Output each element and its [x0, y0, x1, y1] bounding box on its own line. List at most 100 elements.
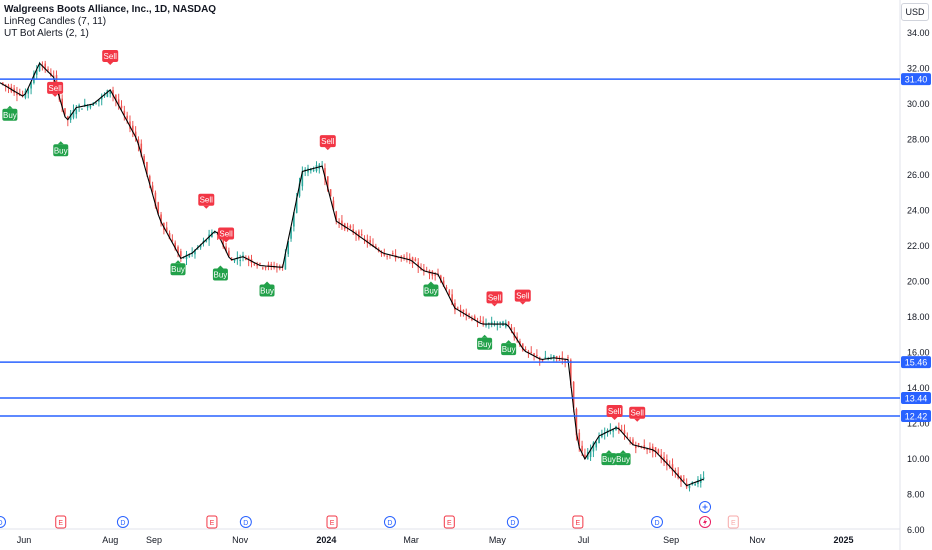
candle-body	[140, 143, 143, 157]
dividend-marker-icon[interactable]	[383, 516, 396, 528]
candle-body	[154, 192, 157, 207]
indicator-utbot-label[interactable]: UT Bot Alerts (2, 1)	[4, 28, 89, 39]
candle-body	[69, 113, 72, 120]
y-tick-label: 30.00	[907, 99, 930, 109]
candle-body	[530, 351, 533, 354]
signal-label-text: Sell	[321, 137, 335, 146]
candle-body	[18, 94, 21, 96]
candle-body	[623, 430, 626, 434]
candle-body	[44, 63, 47, 70]
candle-body	[174, 242, 176, 250]
y-tick-label: 10.00	[907, 454, 930, 464]
candle-body	[586, 452, 589, 460]
dividend-marker-icon[interactable]	[0, 516, 6, 528]
sell-signal-label	[218, 227, 235, 240]
candle-body	[510, 327, 513, 331]
candle-body	[411, 257, 414, 265]
candle-body	[581, 445, 583, 452]
candle-body	[488, 323, 490, 325]
signal-label-text: Buy	[616, 455, 630, 464]
candle-body	[38, 64, 41, 72]
y-tick-label: 24.00	[907, 206, 930, 216]
candle-body	[95, 103, 97, 105]
candle-body	[456, 307, 459, 309]
candle-body	[228, 250, 230, 257]
earnings-marker-icon[interactable]	[206, 515, 218, 529]
candle-body	[473, 316, 476, 320]
candle-body	[468, 313, 470, 315]
candle-body	[270, 264, 273, 266]
candle-body	[261, 267, 264, 269]
earnings-marker-letter: E	[330, 520, 335, 527]
candle-body	[78, 104, 80, 107]
candle-body	[259, 263, 261, 265]
candle-body	[592, 442, 595, 452]
candle-body	[595, 442, 598, 448]
candle-body	[629, 440, 631, 442]
candle-body	[349, 225, 352, 228]
candle-body	[683, 478, 685, 482]
currency-button[interactable]: USD	[901, 3, 929, 21]
earnings-marker-icon[interactable]	[443, 515, 455, 529]
dividend-marker-icon[interactable]	[239, 516, 252, 528]
buy-signal-label	[53, 144, 69, 157]
candle-body	[490, 321, 493, 325]
x-tick-label: Aug	[102, 535, 118, 545]
candle-body	[30, 82, 32, 89]
earnings-marker-icon[interactable]	[326, 515, 338, 529]
candle-body	[194, 249, 196, 255]
candle-body	[417, 262, 420, 268]
candle-body	[256, 264, 258, 266]
dividend-marker-icon[interactable]	[506, 516, 519, 528]
price-axis-panel[interactable]	[900, 0, 932, 550]
candle-body	[674, 470, 677, 473]
earnings-marker-icon[interactable]	[727, 515, 739, 529]
candle-body	[205, 240, 208, 242]
signal-label-text: Sell	[516, 292, 530, 301]
earnings-marker-icon[interactable]	[572, 515, 584, 529]
candle-body	[129, 121, 131, 129]
buy-signal-pointer	[427, 281, 434, 285]
signal-label-text: Buy	[3, 111, 17, 120]
candle-body	[521, 343, 524, 351]
indicator-linreg-label[interactable]: LinReg Candles (7, 11)	[4, 16, 107, 27]
x-tick-label: 2025	[833, 535, 853, 545]
dividend-marker-letter: D	[120, 520, 125, 527]
level-price-tag-label: 13.44	[905, 393, 928, 403]
signal-label-text: Sell	[219, 229, 233, 238]
level-price-tag	[901, 410, 931, 423]
buy-signal-label	[477, 337, 493, 350]
candle-body	[663, 456, 665, 462]
signal-label-text: Sell	[48, 84, 62, 93]
buy-signal-label	[259, 284, 275, 297]
dividend-marker-letter: D	[243, 520, 248, 527]
buy-signal-pointer	[264, 281, 271, 285]
candle-body	[358, 231, 360, 239]
candle-body	[52, 75, 55, 77]
dividend-marker-icon[interactable]	[650, 516, 663, 528]
dividend-marker-icon[interactable]	[116, 516, 129, 528]
sell-signal-label	[47, 81, 64, 94]
dividend-marker-letter: D	[654, 520, 659, 527]
signal-label-text: Buy	[478, 340, 492, 349]
candle-body	[451, 294, 453, 305]
candle-body	[524, 349, 527, 351]
y-tick-label: 34.00	[907, 28, 930, 38]
candle-body	[499, 321, 501, 323]
candle-body	[329, 189, 332, 197]
earnings-marker-icon[interactable]	[55, 515, 67, 529]
candle-body	[612, 428, 614, 432]
sell-signal-pointer	[52, 93, 59, 97]
dividend-marker-letter: D	[387, 520, 392, 527]
candle-body	[335, 211, 338, 222]
candle-body	[185, 254, 188, 260]
candle-body	[295, 197, 298, 213]
signal-label-text: Buy	[214, 271, 228, 280]
sell-signal-pointer	[107, 61, 114, 65]
candle-body	[615, 426, 617, 431]
sell-signal-pointer	[324, 147, 331, 151]
candle-body	[151, 185, 154, 193]
candle-body	[541, 360, 544, 362]
